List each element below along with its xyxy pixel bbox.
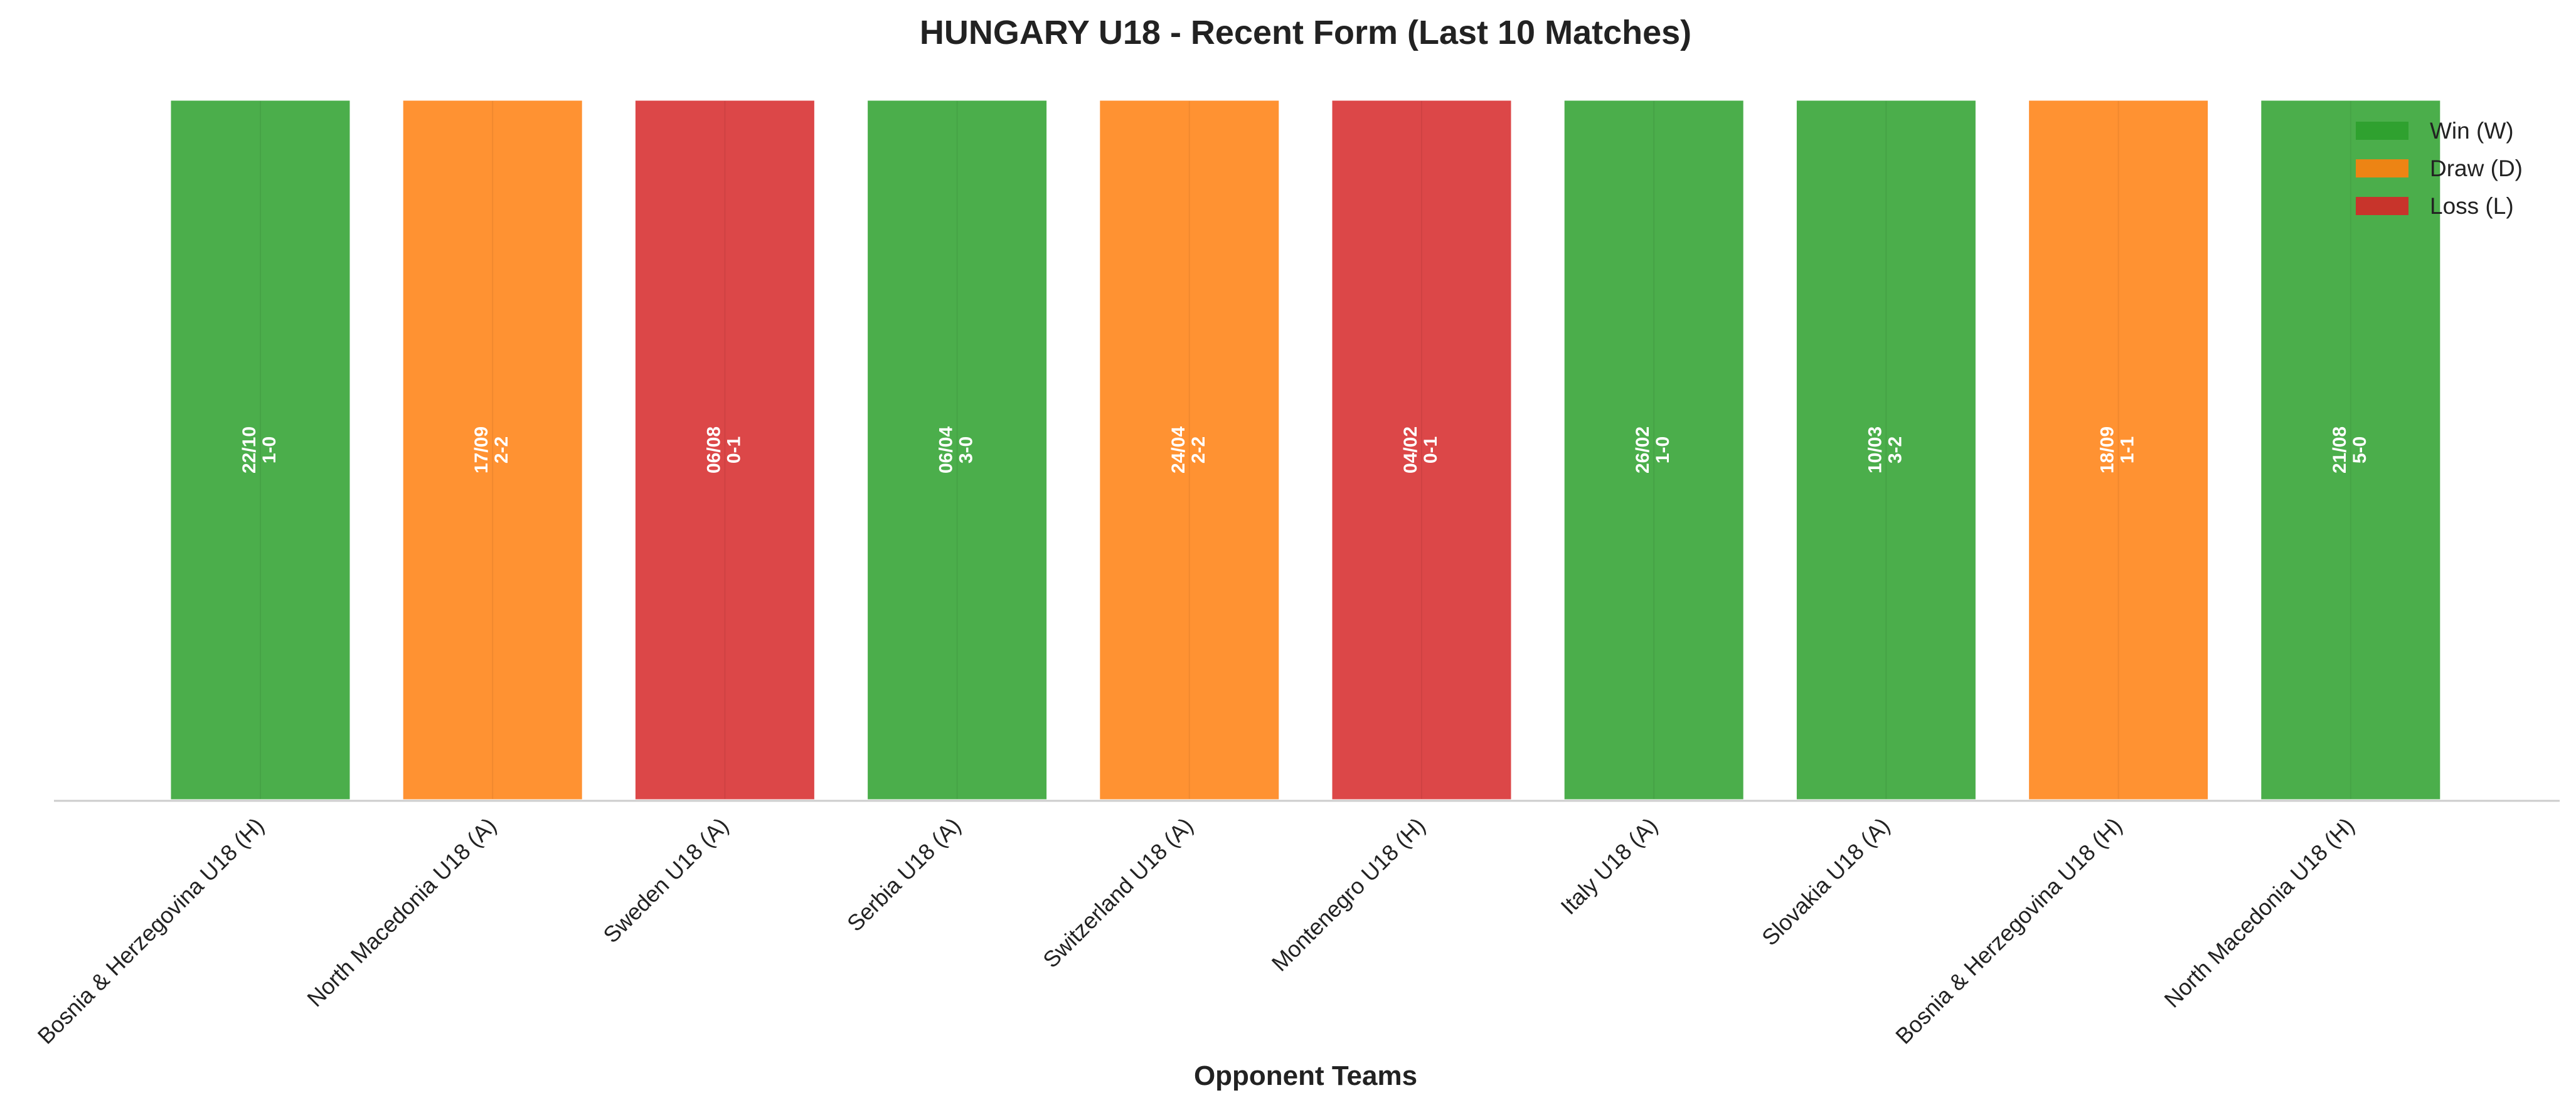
legend-swatch-d [2356,159,2408,177]
bar-date-label: 06/04 [936,426,957,473]
bar-score-label: 1-0 [1653,436,1673,463]
legend-label-l: Loss (L) [2430,193,2514,219]
bar-score-label: 5-0 [2350,436,2370,463]
bar-labels-group: 22/101-0 17/092-2 06/080-1 06/043-0 24/042-2… [239,426,2370,473]
bars-group [168,97,2444,803]
bar-label-3: 06/080-1 [703,426,744,473]
x-tick-label-10: North Macedonia U18 (H) [2159,813,2359,1013]
bar-7 [1561,97,1747,803]
legend-swatch-l [2356,197,2408,215]
bar-label-7: 26/021-0 [1632,426,1673,473]
bar-score-label: 2-2 [491,436,512,463]
bar-score-label: 2-2 [1188,436,1209,463]
bar-4 [865,97,1050,803]
bar-label-4: 06/043-0 [936,426,977,473]
bar-date-label: 26/02 [1632,426,1653,473]
bar-date-label: 10/03 [1865,426,1885,473]
bar-score-label: 0-1 [1420,436,1441,463]
bar-score-label: 3-0 [956,436,977,463]
bar-date-label: 24/04 [1168,426,1189,473]
bar-date-label: 18/09 [2097,426,2118,473]
chart-title: HUNGARY U18 - Recent Form (Last 10 Match… [920,14,1691,51]
legend: Win (W) Draw (D) Loss (L) [2356,118,2523,219]
legend-label-d: Draw (D) [2430,156,2523,181]
x-tick-label-1: Bosnia & Herzegovina U18 (H) [33,813,269,1049]
bar-label-10: 21/085-0 [2329,426,2370,473]
bar-date-label: 21/08 [2329,426,2350,473]
bar-10 [2258,97,2444,803]
x-tick-label-6: Montenegro U18 (H) [1267,813,1430,976]
x-tick-label-9: Bosnia & Herzegovina U18 (H) [1890,813,2127,1049]
bar-label-6: 04/020-1 [1400,426,1441,473]
bar-3 [632,97,817,803]
bar-label-5: 24/042-2 [1168,426,1209,473]
x-tick-label-5: Switzerland U18 (A) [1038,813,1198,973]
bar-date-label: 06/08 [703,426,724,473]
bar-score-label: 0-1 [723,436,744,463]
bar-date-label: 22/10 [239,426,260,473]
bar-5 [1097,97,1282,803]
legend-label-w: Win (W) [2430,118,2514,144]
bar-score-label: 1-0 [259,436,280,463]
bar-label-8: 10/033-2 [1865,426,1905,473]
x-tick-label-3: Sweden U18 (A) [598,813,733,948]
bar-label-9: 18/091-1 [2097,426,2138,473]
bar-8 [1793,97,1979,803]
x-tick-label-4: Serbia U18 (A) [842,813,966,936]
x-tick-label-8: Slovakia U18 (A) [1757,813,1895,951]
legend-swatch-w [2356,122,2408,140]
x-axis-label: Opponent Teams [1194,1060,1417,1091]
bar-date-label: 17/09 [471,426,492,473]
bar-label-2: 17/092-2 [471,426,512,473]
bar-6 [1329,97,1514,803]
bar-label-1: 22/101-0 [239,426,280,473]
x-tick-label-7: Italy U18 (A) [1555,813,1662,919]
bar-score-label: 1-1 [2117,436,2138,463]
x-tick-label-2: North Macedonia U18 (A) [302,813,501,1012]
bar-score-label: 3-2 [1885,436,1905,463]
bar-1 [168,97,353,803]
bar-date-label: 04/02 [1400,426,1421,473]
bar-2 [400,97,585,803]
x-tick-labels: Bosnia & Herzegovina U18 (H) North Macedo… [33,813,2360,1049]
